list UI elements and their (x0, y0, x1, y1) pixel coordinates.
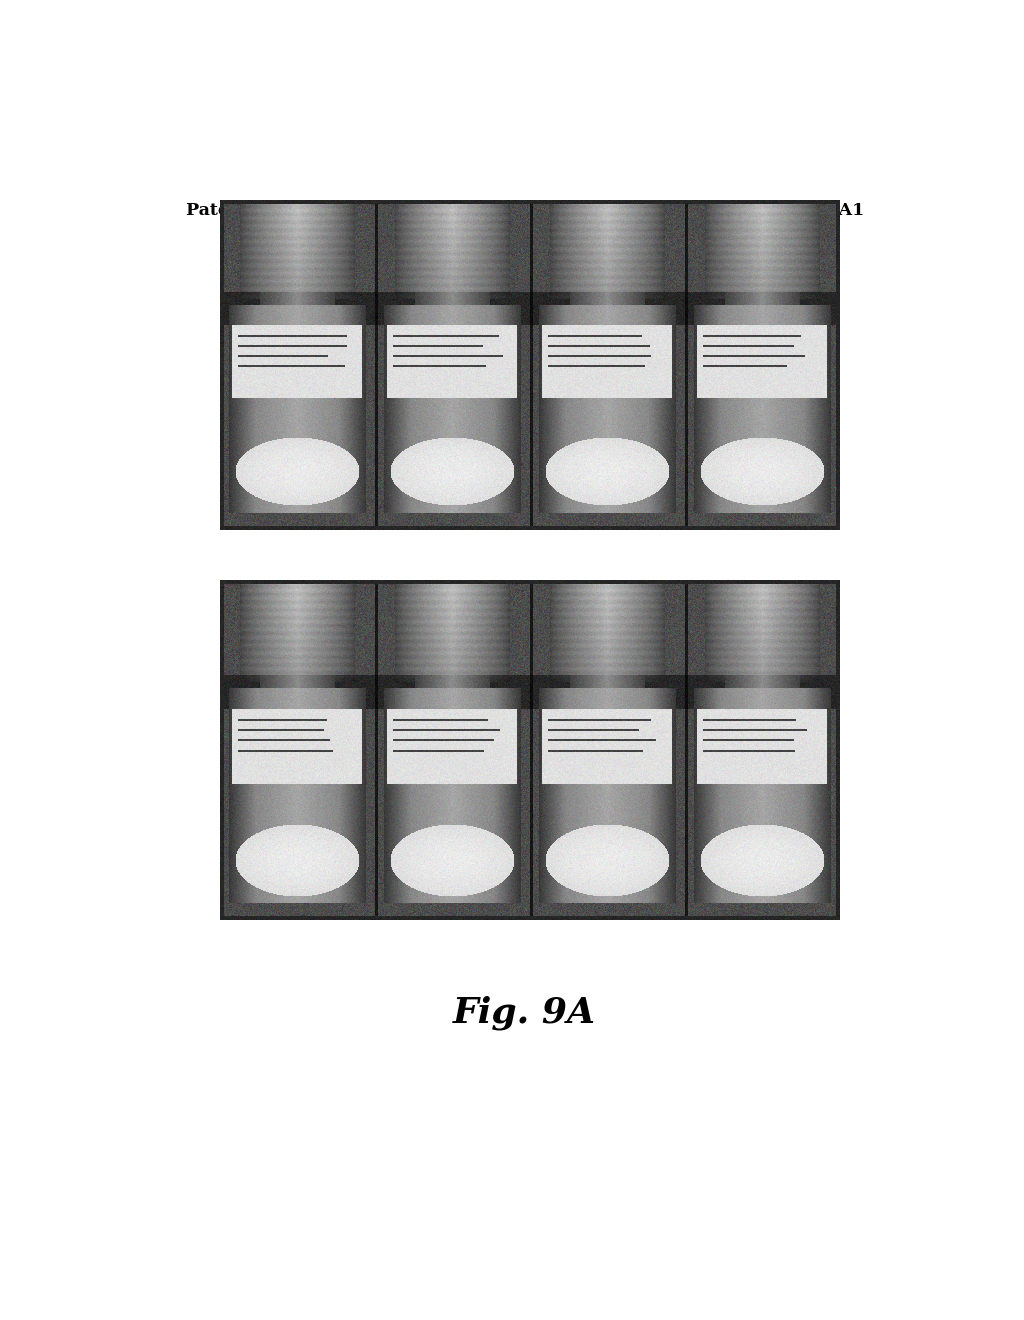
Text: Jan. 19, 2012  Sheet 12 of 40: Jan. 19, 2012 Sheet 12 of 40 (367, 202, 649, 219)
Text: US 2012/0014936 A1: US 2012/0014936 A1 (659, 202, 864, 219)
Text: 1%: 1% (254, 479, 289, 499)
Text: Fig. 9A: Fig. 9A (454, 995, 596, 1031)
Text: 1.5%: 1.5% (237, 702, 295, 723)
Text: Patent Application Publication: Patent Application Publication (186, 202, 485, 219)
